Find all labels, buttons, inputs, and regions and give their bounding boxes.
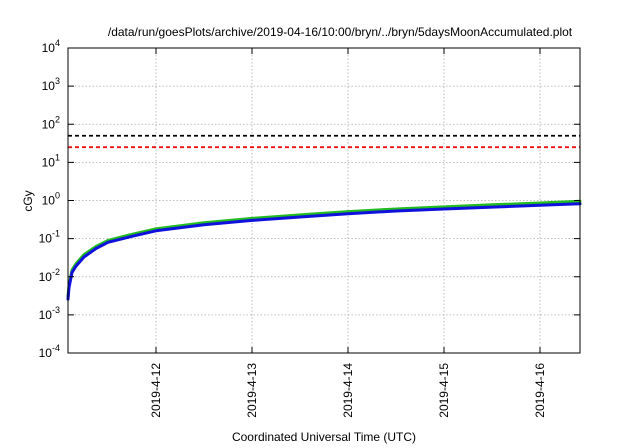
y-tick-label: 10-3 [39, 305, 60, 322]
series-line-2 [66, 202, 582, 301]
x-tick-label: 2019-4-14 [341, 363, 355, 418]
y-tick-label: 10-1 [39, 229, 60, 246]
y-tick-label: 100 [42, 191, 60, 208]
grid-lines [68, 47, 580, 354]
x-tick-label: 2019-4-15 [437, 363, 451, 418]
y-tick-label: 103 [42, 76, 60, 93]
y-axis-label: cGy [21, 190, 35, 211]
x-tick-label: 2019-4-12 [149, 363, 163, 418]
y-tick-label: 101 [42, 152, 60, 169]
chart-title: /data/run/goesPlots/archive/2019-04-16/1… [108, 25, 573, 39]
threshold-lines [68, 134, 580, 149]
x-tick-label: 2019-4-13 [245, 363, 259, 418]
y-tick-label: 10-4 [39, 343, 60, 360]
x-axis-ticks: 2019-4-12 2019-4-13 2019-4-14 2019-4-15 2019… [149, 48, 547, 418]
y-tick-label: 102 [42, 114, 60, 131]
y-axis-ticks: 10-4 10-3 10-2 10-1 100 101 102 103 104 [39, 38, 580, 360]
y-tick-label: 10-2 [39, 267, 60, 284]
x-tick-label: 2019-4-16 [533, 363, 547, 418]
x-axis-label: Coordinated Universal Time (UTC) [232, 430, 416, 444]
data-series [66, 199, 582, 301]
y-tick-label: 104 [42, 38, 60, 55]
